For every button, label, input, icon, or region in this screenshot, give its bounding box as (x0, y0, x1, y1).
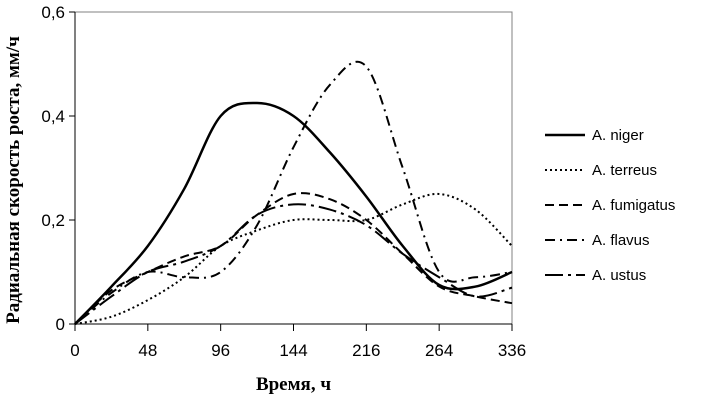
x-tick-label: 0 (70, 341, 79, 360)
x-axis-label: Время, ч (256, 374, 331, 395)
legend-label: A. ustus (592, 267, 646, 284)
x-tick-label: 96 (211, 341, 230, 360)
series-line-a-fumigatus (74, 192, 513, 325)
y-tick-label: 0,2 (41, 211, 65, 230)
y-tick-label: 0,4 (41, 107, 65, 126)
x-tick-label: 48 (138, 341, 157, 360)
plot-frame (74, 11, 513, 325)
series-line-a-flavus (74, 60, 513, 325)
x-tick-label: 336 (498, 341, 526, 360)
legend-label: A. terreus (592, 162, 657, 179)
legend-label: A. fumigatus (592, 197, 675, 214)
series-line-a-niger (74, 101, 513, 325)
y-axis-label: Радиальная скорость роста, мм/ч (3, 36, 24, 324)
y-tick-label: 0,6 (41, 3, 65, 22)
x-tick-label: 144 (279, 341, 307, 360)
y-tick-label: 0 (56, 315, 65, 334)
legend-label: A. flavus (592, 232, 650, 249)
x-tick-label: 264 (425, 341, 453, 360)
x-tick-label: 216 (352, 341, 380, 360)
legend-label: A. niger (592, 127, 644, 144)
series-line-a-terreus (74, 192, 513, 325)
series-line-a-ustus (74, 203, 513, 325)
